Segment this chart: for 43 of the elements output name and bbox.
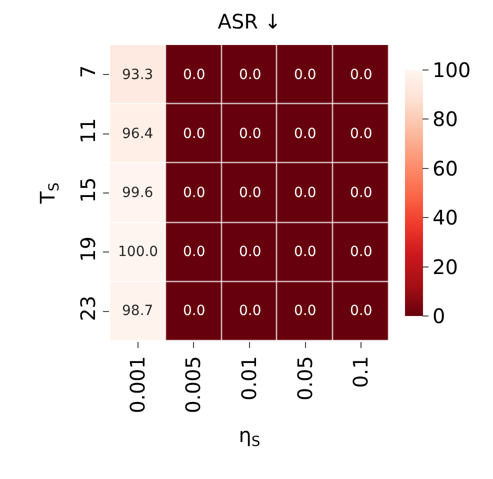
data-label: 0.0 xyxy=(350,67,372,83)
chart-title: ASR ↓ xyxy=(218,9,282,34)
x-tick-label: 0.01 xyxy=(237,356,261,401)
data-label: 0.0 xyxy=(294,67,316,83)
data-label: 0.0 xyxy=(239,126,262,142)
y-tick-label: 19 xyxy=(76,236,100,262)
x-tick-label: 0.1 xyxy=(348,356,373,388)
color-bar-label: 20 xyxy=(432,254,458,279)
data-label: 100.0 xyxy=(118,244,158,260)
x-tick-label: 0.05 xyxy=(292,356,317,401)
data-label: 0.0 xyxy=(294,303,316,319)
data-label: 0.0 xyxy=(294,126,316,142)
data-label: 0.0 xyxy=(239,303,262,319)
color-bar-label: 40 xyxy=(432,206,458,230)
data-label: 0.0 xyxy=(294,185,316,201)
color-bar-label: 100 xyxy=(432,58,471,82)
x-tick-label: 0.001 xyxy=(125,356,150,414)
color-bar-label: 60 xyxy=(432,156,458,180)
data-label: 0.0 xyxy=(183,244,206,260)
data-label: 93.3 xyxy=(122,67,154,83)
x-axis-title: η$_{S}$ xyxy=(238,422,260,450)
data-label: 0.0 xyxy=(183,67,206,83)
data-label: 0.0 xyxy=(239,67,262,83)
data-label: 96.4 xyxy=(122,126,154,142)
color-bar-label: 0 xyxy=(432,304,446,328)
x-tick-label: 0.005 xyxy=(181,356,206,414)
data-label: 0.0 xyxy=(350,185,372,201)
data-label: 0.0 xyxy=(350,303,372,319)
data-label: 0.0 xyxy=(183,303,206,319)
data-label: 0.0 xyxy=(350,126,372,142)
data-label: 0.0 xyxy=(350,244,372,260)
data-label: 0.0 xyxy=(183,185,206,201)
data-label: 0.0 xyxy=(239,185,262,201)
data-label: 98.7 xyxy=(122,303,154,319)
y-tick-label: 23 xyxy=(76,296,100,322)
data-label: 0.0 xyxy=(239,244,262,260)
data-label: 0.0 xyxy=(294,244,316,260)
y-tick-label: 15 xyxy=(76,177,100,203)
data-label: 99.6 xyxy=(122,185,154,201)
y-tick-label: 7 xyxy=(76,65,100,78)
y-tick-label: 11 xyxy=(76,118,100,144)
color-bar-label: 80 xyxy=(432,107,458,132)
data-label: 0.0 xyxy=(183,126,206,142)
